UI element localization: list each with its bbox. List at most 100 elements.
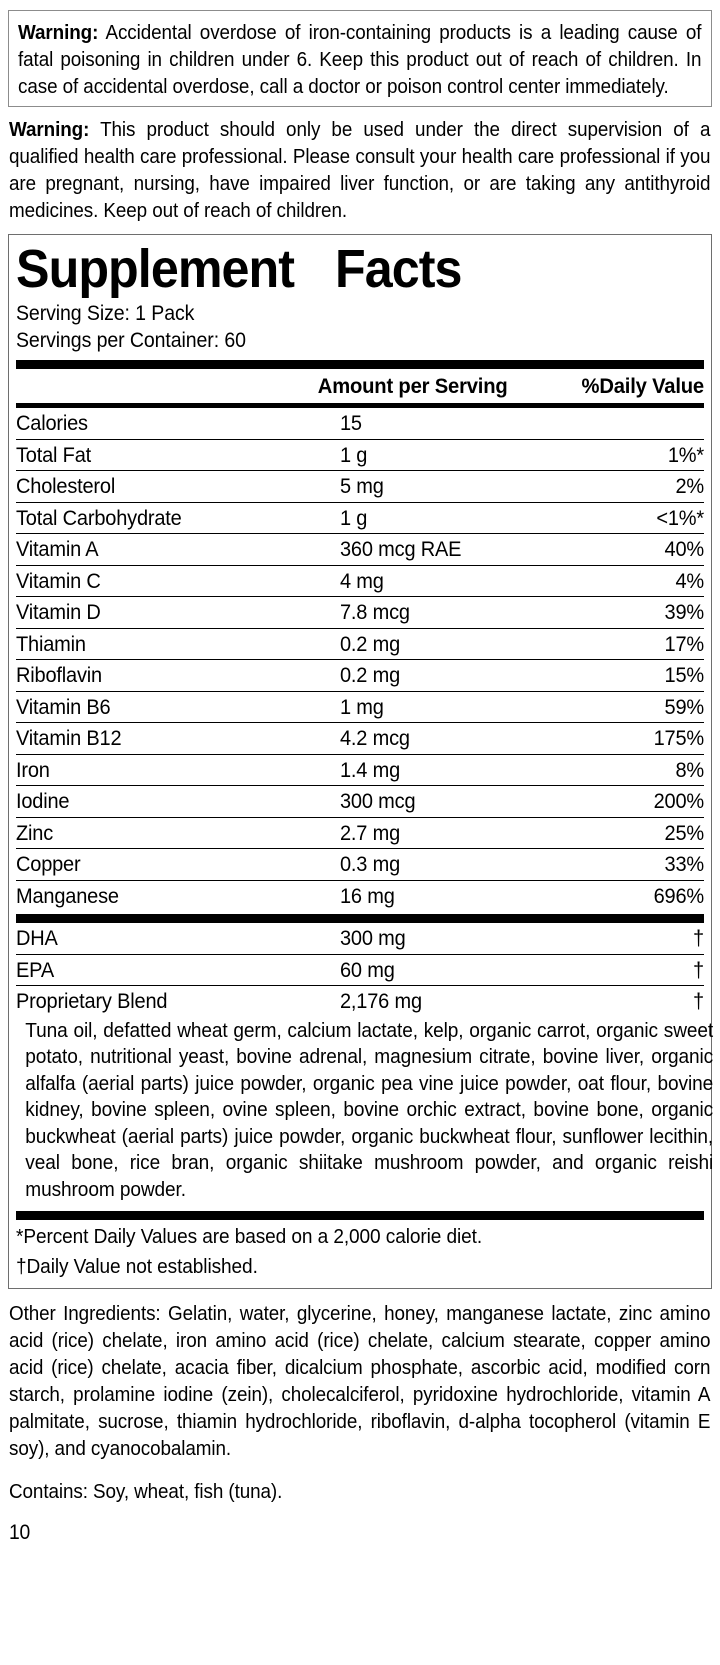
- serving-size: Serving Size: 1 Pack: [16, 302, 195, 325]
- nutrient-name: Copper: [16, 852, 81, 876]
- table-row: EPA 60 mg †: [16, 955, 704, 986]
- rule-above-footnotes: [16, 1211, 704, 1220]
- nutrient-amount: 60 mg: [340, 957, 395, 982]
- nutrient-dv: <1%*: [656, 505, 704, 530]
- nutrient-amount: 300 mcg: [340, 789, 416, 813]
- nutrient-name: Vitamin B12: [16, 726, 122, 750]
- nutrient-name: Iron: [16, 757, 50, 782]
- warning-label: Warning:: [9, 118, 90, 141]
- nutrient-dv: 15%: [664, 663, 705, 687]
- nutrient-name: Zinc: [16, 820, 54, 845]
- nutrient-name: Total Carbohydrate: [16, 505, 182, 530]
- title-word-facts: Facts: [335, 239, 462, 299]
- table-header-row: Amount per Serving %Daily Value: [16, 369, 704, 403]
- nutrient-amount: 4.2 mcg: [340, 726, 410, 750]
- table-row: Iron 1.4 mg 8%: [16, 755, 704, 786]
- nutrient-name: Cholesterol: [16, 474, 116, 498]
- table-row: DHA 300 mg †: [16, 923, 704, 955]
- nutrient-dv: 696%: [653, 883, 705, 908]
- proprietary-blend-row: Proprietary Blend 2,176 mg †: [16, 986, 704, 1017]
- rule-above-header: [16, 360, 704, 369]
- table-row: Vitamin D 7.8 mcg 39%: [16, 597, 704, 629]
- page-number: 10: [9, 1521, 31, 1544]
- table-row: Vitamin B6 1 mg 59%: [16, 692, 705, 723]
- nutrient-name: Manganese: [16, 883, 119, 908]
- table-row: Copper 0.3 mg 33%: [16, 849, 704, 881]
- nutrient-amount: 16 mg: [340, 883, 395, 908]
- nutrient-dv: 200%: [653, 789, 705, 813]
- nutrient-amount: 5 mg: [340, 474, 384, 498]
- nutrient-amount: 7.8 mcg: [340, 600, 410, 624]
- iron-warning-box: Warning: Accidental overdose of iron-con…: [8, 10, 712, 107]
- nutrient-amount: 2.7 mg: [340, 820, 401, 845]
- nutrient-amount: 360 mcg RAE: [340, 537, 462, 561]
- supervision-warning-paragraph: Warning: This product should only be use…: [9, 116, 710, 224]
- table-row: Vitamin C 4 mg 4%: [16, 566, 704, 597]
- table-row: Total Carbohydrate 1 g <1%*: [16, 503, 704, 534]
- nutrient-name: Iodine: [16, 789, 70, 813]
- nutrient-dv: †: [693, 989, 704, 1013]
- nutrient-amount: 15: [340, 411, 362, 435]
- nutrient-name: Thiamin: [16, 631, 86, 656]
- other-ingredients-text: Other Ingredients: Gelatin, water, glyce…: [9, 1302, 711, 1460]
- header-daily-value: %Daily Value: [581, 374, 705, 398]
- nutrient-name: DHA: [16, 926, 58, 950]
- table-row: Calories 15: [16, 408, 704, 440]
- proprietary-blend-ingredients: Tuna oil, defatted wheat germ, calcium l…: [25, 1018, 714, 1201]
- table-row: Thiamin 0.2 mg 17%: [16, 629, 705, 660]
- nutrient-amount: 0.3 mg: [340, 852, 401, 876]
- other-ingredients-block: Other Ingredients: Gelatin, water, glyce…: [8, 1300, 712, 1545]
- nutrient-dv: 175%: [653, 726, 705, 750]
- nutrient-name: Proprietary Blend: [16, 989, 168, 1013]
- nutrient-dv: 1%*: [667, 442, 704, 467]
- table-row: Total Fat 1 g 1%*: [16, 440, 704, 471]
- nutrient-amount: 0.2 mg: [340, 663, 401, 687]
- warning-label: Warning:: [18, 21, 99, 44]
- nutrient-dv: 25%: [664, 820, 705, 845]
- footnote-percent-daily-value: *Percent Daily Values are based on a 2,0…: [16, 1225, 483, 1248]
- nutrient-dv: †: [693, 926, 704, 950]
- fatty-acid-rows: DHA 300 mg † EPA 60 mg † Proprietary Blend 2,…: [16, 923, 704, 1017]
- nutrient-amount: 1 g: [340, 505, 368, 530]
- rule-below-header: [16, 403, 704, 408]
- nutrient-amount: 4 mg: [340, 568, 384, 593]
- nutrient-amount: 1 mg: [340, 694, 384, 719]
- table-row: Zinc 2.7 mg 25%: [16, 818, 705, 849]
- nutrient-amount: 2,176 mg: [340, 989, 422, 1013]
- nutrient-name: Vitamin D: [16, 600, 101, 624]
- nutrient-dv: 17%: [664, 631, 705, 656]
- header-amount-per-serving: Amount per Serving: [317, 374, 508, 398]
- table-row: Manganese 16 mg 696%: [16, 881, 704, 912]
- nutrient-amount: 1 g: [340, 442, 368, 467]
- contains-allergens-text: Contains: Soy, wheat, fish (tuna).: [9, 1480, 283, 1503]
- nutrient-dv: 59%: [664, 694, 705, 719]
- nutrient-amount: 300 mg: [340, 926, 406, 950]
- nutrient-name: Calories: [16, 411, 88, 435]
- supervision-warning: Warning: This product should only be use…: [8, 116, 712, 224]
- supplement-facts-panel: Supplement Facts Serving Size: 1 Pack Ser…: [8, 234, 714, 1289]
- nutrient-dv: 4%: [675, 568, 704, 593]
- nutrient-dv: 8%: [675, 757, 704, 782]
- servings-per-container: Servings per Container: 60: [16, 328, 246, 352]
- nutrient-rows: Calories 15 Total Fat 1 g 1%* Cholesterol 5 …: [16, 408, 704, 911]
- nutrient-dv: †: [693, 957, 704, 982]
- rule-above-fatty-acids: [16, 914, 704, 923]
- nutrient-name: EPA: [16, 957, 54, 982]
- nutrient-name: Vitamin B6: [16, 694, 111, 719]
- supplement-label-page: Warning: Accidental overdose of iron-con…: [0, 10, 720, 1665]
- nutrient-amount: 1.4 mg: [340, 757, 401, 782]
- warning-text: Accidental overdose of iron-containing p…: [18, 21, 702, 98]
- table-row: Cholesterol 5 mg 2%: [16, 471, 704, 503]
- warning-text: This product should only be used under t…: [9, 118, 711, 222]
- nutrient-amount: 0.2 mg: [340, 631, 401, 656]
- table-row: Iodine 300 mcg 200%: [16, 786, 704, 818]
- table-row: Vitamin A 360 mcg RAE 40%: [16, 534, 704, 566]
- iron-warning-paragraph: Warning: Accidental overdose of iron-con…: [18, 19, 701, 100]
- nutrient-dv: 40%: [664, 537, 705, 561]
- table-row: Riboflavin 0.2 mg 15%: [16, 660, 704, 692]
- nutrient-name: Riboflavin: [16, 663, 102, 687]
- title-word-supplement: Supplement: [16, 239, 295, 299]
- nutrient-name: Vitamin A: [16, 537, 99, 561]
- nutrient-dv: 2%: [675, 474, 704, 498]
- nutrient-name: Vitamin C: [16, 568, 101, 593]
